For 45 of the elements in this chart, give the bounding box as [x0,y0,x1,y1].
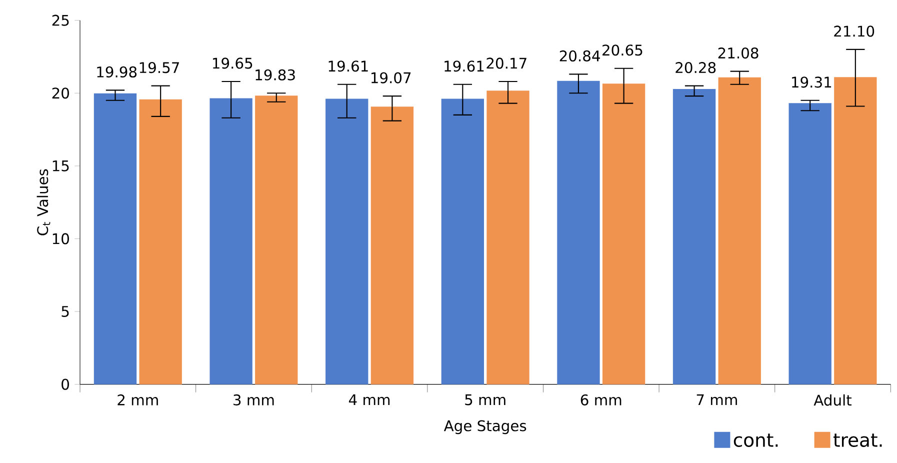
legend-label: cont. [734,434,778,447]
data-label: 19.07 [371,72,411,84]
data-label: 19.61 [328,60,368,72]
y-tick-label: 25 [52,14,69,26]
data-label: 19.31 [792,76,832,88]
x-tick-label: 2 mm [118,394,158,406]
data-label: 20.65 [602,44,642,56]
data-label: 20.17 [486,58,526,69]
x-tick-label: Adult [814,394,852,406]
legend-label: treat. [833,434,882,447]
bar [834,77,877,384]
bar [718,77,761,384]
y-tick-label: 5 [62,306,69,317]
data-label: 20.84 [560,50,600,62]
bar [210,98,252,384]
x-tick-label: 7 mm [696,394,737,406]
y-tick-label: 0 [62,378,69,390]
data-label: 21.08 [718,47,758,59]
x-tick-label: 6 mm [580,394,622,406]
bar [788,103,832,384]
bar [557,80,600,384]
data-label: 21.10 [834,26,874,37]
data-label: 19.98 [97,66,137,78]
bar [672,89,716,384]
y-tick-label: 20 [52,88,69,99]
y-tick-label: 10 [52,233,69,244]
bar [486,90,530,384]
bar [94,93,137,384]
x-tick-label: 4 mm [348,394,390,406]
y-tick-label: 15 [52,160,69,172]
bar [255,96,298,384]
bar [602,84,646,384]
data-label: 19.57 [140,62,179,74]
bar [326,98,368,384]
bar [139,99,182,384]
y-axis-title: C$_{t}$ Values [36,169,50,236]
bar [370,106,414,384]
x-axis-title: Age Stages [444,420,526,434]
data-label: 19.61 [444,60,484,72]
data-label: 19.65 [213,58,252,69]
x-tick-label: 3 mm [234,394,274,406]
x-tick-label: 5 mm [465,394,506,406]
data-label: 19.83 [256,69,295,80]
data-label: 20.28 [676,62,716,74]
bar [441,98,484,384]
